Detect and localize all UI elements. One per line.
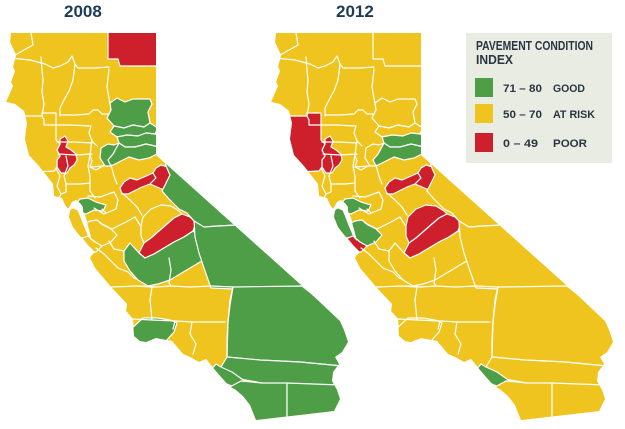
svg-text:71 – 80: 71 – 80: [503, 83, 542, 95]
svg-text:2008: 2008: [64, 2, 102, 21]
svg-text:AT RISK: AT RISK: [553, 109, 595, 121]
svg-text:GOOD: GOOD: [553, 83, 585, 95]
svg-text:INDEX: INDEX: [476, 53, 514, 67]
svg-text:2012: 2012: [336, 2, 374, 21]
svg-text:50 – 70: 50 – 70: [503, 109, 542, 121]
svg-text:POOR: POOR: [553, 138, 587, 150]
svg-text:PAVEMENT CONDITION: PAVEMENT CONDITION: [476, 39, 593, 53]
svg-text:0 – 49: 0 – 49: [503, 138, 538, 150]
